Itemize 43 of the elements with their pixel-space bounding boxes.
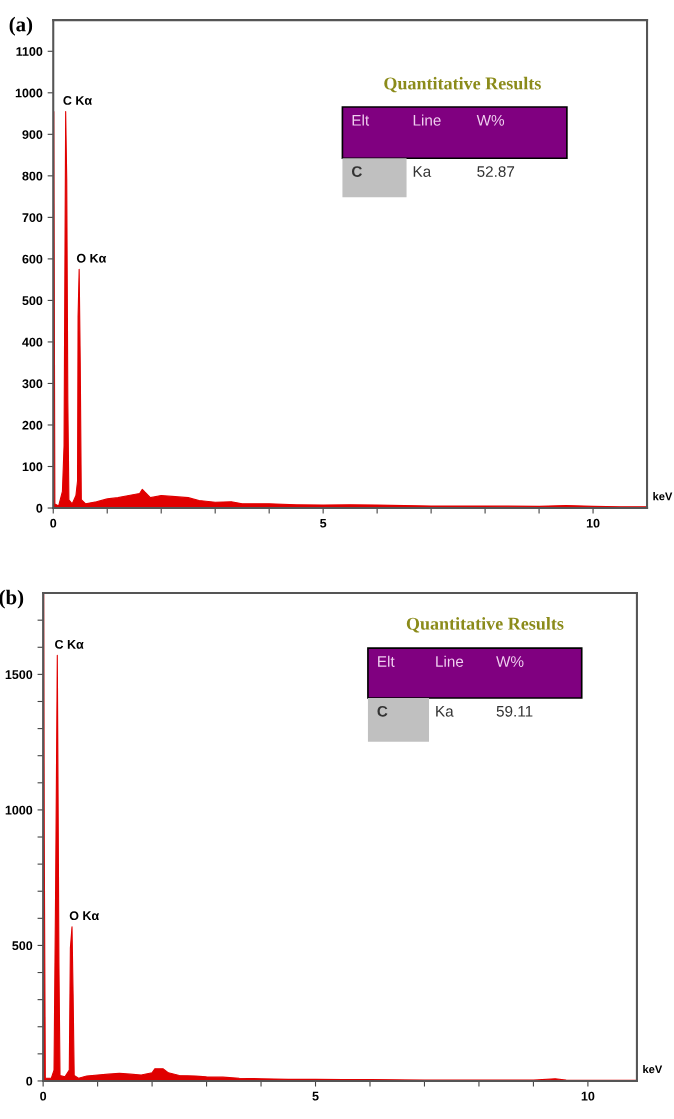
y-tick-label: 1000	[5, 805, 33, 815]
y-tick-label: 500	[12, 941, 33, 951]
x-tick-label: 5	[320, 518, 327, 528]
chart-title: (b)	[0, 589, 24, 609]
annotation: 52.87	[477, 166, 515, 177]
annotation: W%	[496, 656, 524, 667]
x-tick-label: 0	[50, 518, 57, 528]
annotation: W%	[476, 114, 505, 126]
annotation: O Kα	[76, 253, 107, 263]
y-tick-label: 600	[22, 254, 43, 264]
x-tick-label: 10	[586, 518, 600, 528]
y-tick-label: 1000	[15, 88, 43, 98]
y-tick-label: 1100	[16, 47, 43, 56]
x-tick-label: 5	[312, 1091, 319, 1101]
annotation: Line	[436, 655, 464, 667]
annotation: C	[377, 705, 388, 717]
y-tick-label: 1500	[5, 670, 33, 680]
annotation: 59.11	[496, 705, 533, 717]
annotation: C	[351, 166, 362, 177]
chart-title: (a)	[9, 16, 33, 36]
annotation: C Kα	[63, 96, 92, 105]
y-tick-label: 800	[22, 171, 43, 181]
x-tick-label: 10	[581, 1091, 595, 1101]
annotation: C Kα	[55, 639, 84, 649]
y-tick-label: 400	[22, 337, 43, 347]
annotation: Line	[413, 114, 441, 126]
y-tick-label: 200	[22, 420, 43, 430]
y-tick-label: 100	[22, 462, 43, 472]
y-tick-label: 900	[22, 130, 43, 139]
y-tick-label: 500	[22, 296, 43, 306]
y-tick-label: 0	[36, 503, 43, 513]
annotation: Elt	[352, 114, 370, 126]
annotation: Ka	[436, 706, 454, 717]
x-axis-title: keV	[653, 492, 673, 501]
annotation: O Kα	[69, 911, 100, 921]
y-tick-label: 700	[22, 213, 43, 223]
annotation: Elt	[378, 655, 395, 667]
y-tick-label: 0	[26, 1076, 33, 1086]
y-tick-label: 300	[22, 379, 43, 389]
annotation: Quantitative Results	[406, 617, 564, 633]
annotation: Ka	[413, 166, 432, 177]
x-axis-title: keV	[643, 1065, 663, 1074]
annotation: Quantitative Results	[384, 76, 541, 93]
